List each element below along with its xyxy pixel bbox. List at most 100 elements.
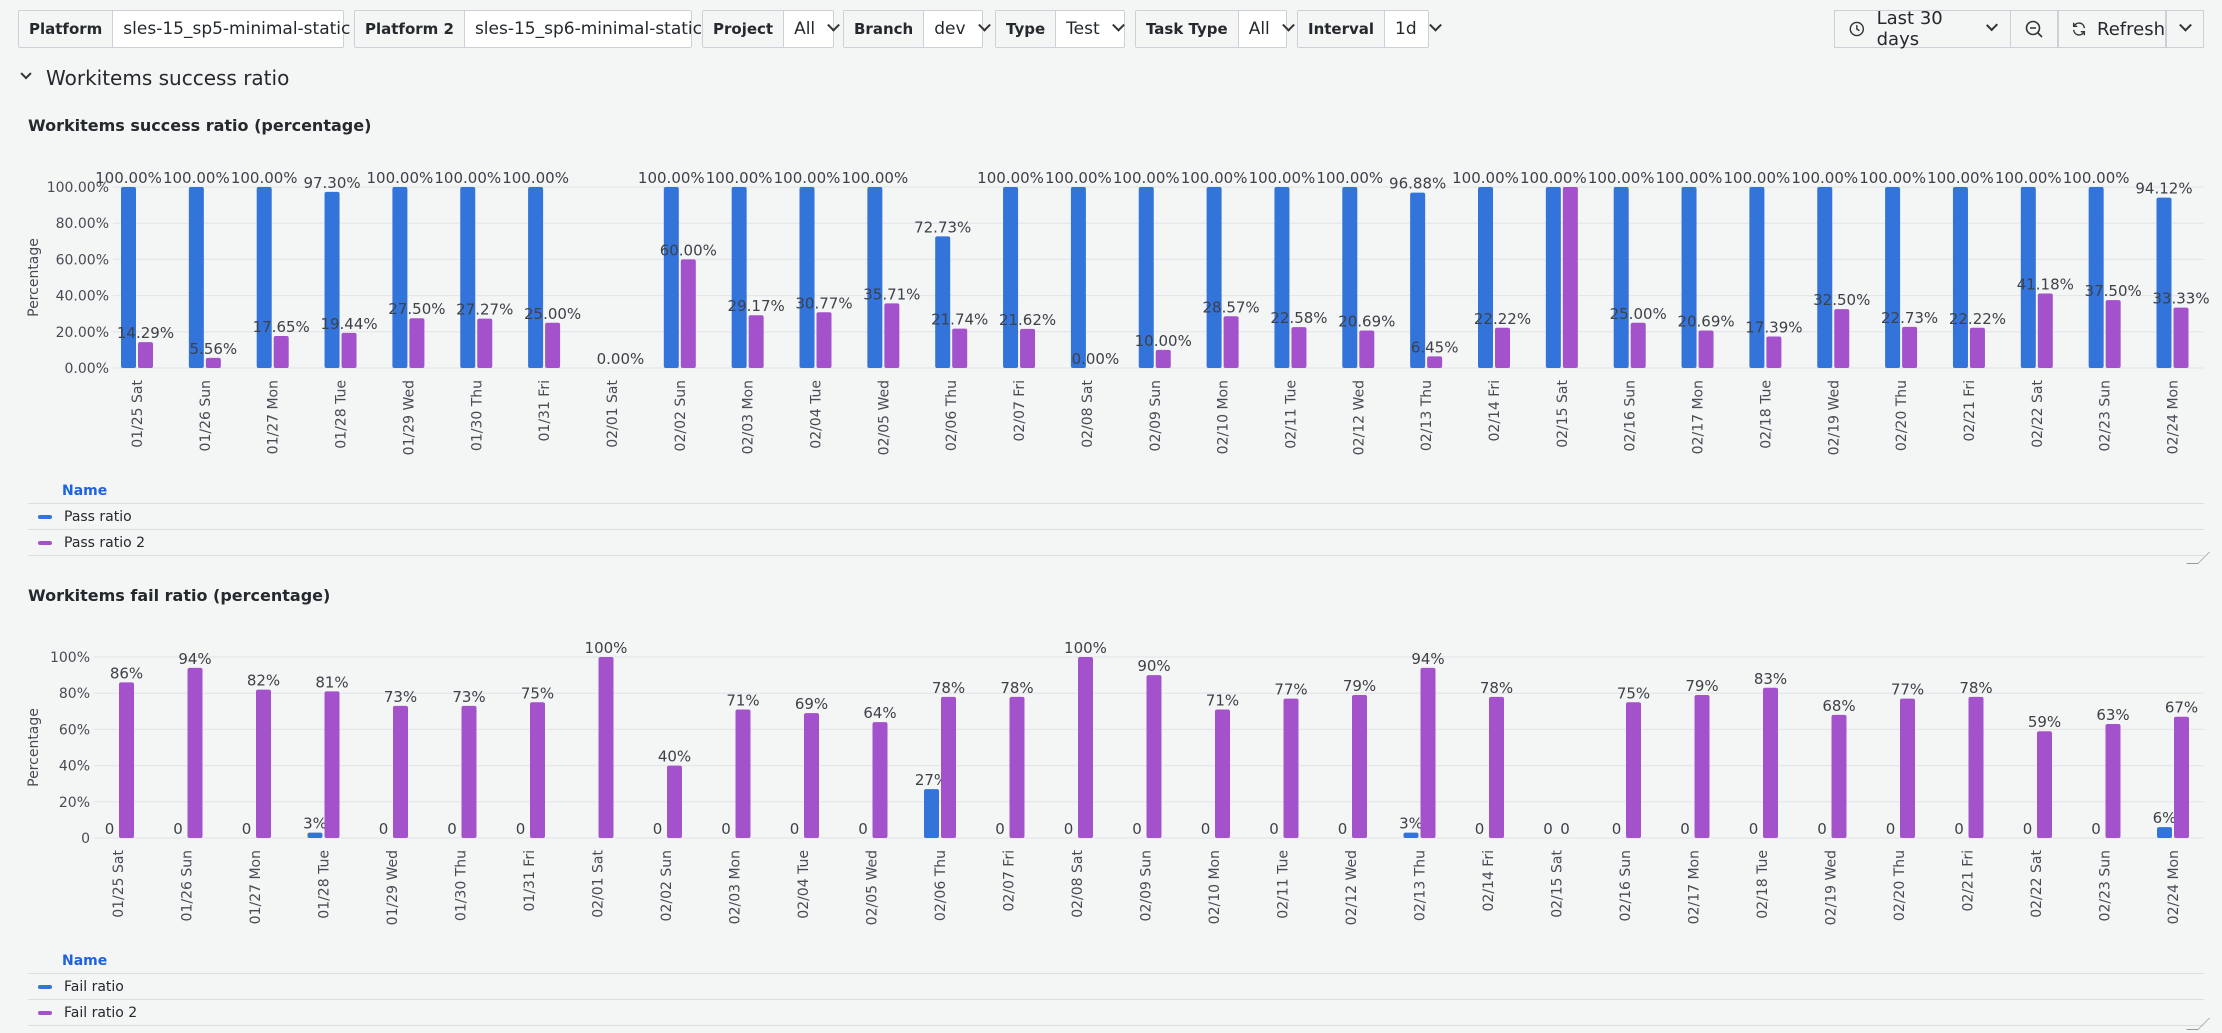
type-variable[interactable]: Type Test xyxy=(995,10,1125,48)
task-type-variable[interactable]: Task Type All xyxy=(1135,10,1295,48)
data-label: 0 xyxy=(1132,820,1142,838)
legend-item-fail-ratio-2[interactable]: Fail ratio 2 xyxy=(28,1000,2204,1026)
data-label: 100.00% xyxy=(1181,169,1248,187)
bar-pass-ratio xyxy=(1885,187,1901,368)
bar-pass-ratio-2 xyxy=(2173,307,2189,368)
legend-header[interactable]: Name xyxy=(28,948,2204,974)
type-select[interactable]: Test xyxy=(1056,11,1132,47)
bar-pass-ratio xyxy=(1952,187,1968,368)
legend-item-fail-ratio[interactable]: Fail ratio xyxy=(28,974,2204,1000)
platform-select[interactable]: sles-15_sp5-minimal-static xyxy=(113,11,383,47)
data-label: 100% xyxy=(585,639,628,657)
task-type-label: Task Type xyxy=(1136,11,1239,47)
data-label: 100.00% xyxy=(638,169,705,187)
data-label: 29.17% xyxy=(728,297,785,315)
bar-fail-ratio-2 xyxy=(324,691,340,838)
data-label: 96.88% xyxy=(1389,175,1446,193)
data-label: 100.00% xyxy=(434,169,501,187)
data-label: 97.30% xyxy=(303,174,360,192)
x-tick-label: 02/03 Mon xyxy=(741,380,757,454)
bar-pass-ratio xyxy=(1613,187,1629,368)
bar-pass-ratio xyxy=(392,187,408,368)
data-label: 0 xyxy=(2023,820,2033,838)
data-label: 0 xyxy=(1680,820,1690,838)
bar-fail-ratio-2 xyxy=(1489,696,1504,838)
data-label: 77% xyxy=(1891,681,1924,699)
data-label: 94.12% xyxy=(2135,180,2192,198)
legend-item-pass-ratio-2[interactable]: Pass ratio 2 xyxy=(28,530,2204,556)
data-label: 19.44% xyxy=(320,315,377,333)
data-label: 33.33% xyxy=(2152,290,2209,308)
data-label: 100.00% xyxy=(1452,169,1519,187)
data-label: 0 xyxy=(379,820,389,838)
bar-fail-ratio-2 xyxy=(1009,696,1025,838)
bar-pass-ratio-2 xyxy=(138,342,153,368)
branch-variable[interactable]: Branch dev xyxy=(843,10,991,48)
x-tick-label: 02/16 Sun xyxy=(1623,380,1639,451)
x-tick-label: 02/13 Thu xyxy=(1419,380,1435,451)
data-label: 100.00% xyxy=(502,169,569,187)
x-tick-label: 02/20 Thu xyxy=(1892,850,1908,921)
bar-fail-ratio-2 xyxy=(1283,698,1299,838)
bar-fail-ratio-2 xyxy=(119,682,134,838)
bar-fail-ratio-2 xyxy=(187,667,203,838)
data-label: 100.00% xyxy=(1316,169,1383,187)
x-tick-label: 01/27 Mon xyxy=(248,850,264,924)
refresh-button[interactable]: Refresh xyxy=(2058,10,2166,48)
bar-fail-ratio xyxy=(307,832,323,838)
bar-pass-ratio-2 xyxy=(1834,309,1850,368)
bar-fail-ratio-2 xyxy=(1968,696,1984,838)
data-label: 22.58% xyxy=(1270,309,1327,327)
bar-pass-ratio xyxy=(1206,187,1222,368)
platform-variable[interactable]: Platform sles-15_sp5-minimal-static xyxy=(18,10,376,48)
data-label: 22.22% xyxy=(1949,310,2006,328)
bar-fail-ratio-2 xyxy=(1420,667,1436,838)
legend-item-pass-ratio[interactable]: Pass ratio xyxy=(28,504,2204,530)
bar-pass-ratio-2 xyxy=(1495,327,1510,368)
x-tick-label: 01/30 Thu xyxy=(454,850,470,921)
x-tick-label: 02/22 Sat xyxy=(2029,850,2045,918)
interval-variable[interactable]: Interval 1d xyxy=(1297,10,1442,48)
bar-pass-ratio-2 xyxy=(1766,336,1782,368)
data-label: 28.57% xyxy=(1202,298,1259,316)
bar-pass-ratio xyxy=(528,187,544,368)
data-label: 64% xyxy=(863,704,896,722)
collapse-chevron-icon[interactable] xyxy=(20,68,32,80)
branch-select[interactable]: dev xyxy=(924,11,998,47)
y-tick-label: 100.00% xyxy=(47,180,109,196)
zoom-out-button[interactable] xyxy=(2010,10,2058,48)
platform2-select[interactable]: sles-15_sp6-minimal-static xyxy=(465,11,735,47)
project-select[interactable]: All xyxy=(784,11,848,47)
data-label: 100.00% xyxy=(163,169,230,187)
data-label: 10.00% xyxy=(1135,332,1192,350)
legend-header[interactable]: Name xyxy=(28,478,2204,504)
data-label: 40% xyxy=(658,748,691,766)
time-range-picker[interactable]: Last 30 days xyxy=(1834,8,2011,50)
interval-select[interactable]: 1d xyxy=(1385,11,1450,47)
data-label: 67% xyxy=(2165,699,2198,717)
x-tick-label: 02/19 Wed xyxy=(1826,380,1842,455)
data-label: 82% xyxy=(247,672,280,690)
bar-fail-ratio xyxy=(924,789,939,838)
data-label: 22.22% xyxy=(1474,310,1531,328)
project-variable[interactable]: Project All xyxy=(702,10,841,48)
time-range-button[interactable]: Last 30 days xyxy=(1835,8,2010,50)
platform2-variable[interactable]: Platform 2 sles-15_sp6-minimal-static xyxy=(354,10,727,48)
task-type-select[interactable]: All xyxy=(1239,11,1303,47)
fail-panel-title: Workitems fail ratio (percentage) xyxy=(28,586,331,605)
bar-fail-ratio-2 xyxy=(1900,698,1915,838)
data-label: 0 xyxy=(1749,820,1759,838)
refresh-interval-dropdown[interactable] xyxy=(2166,10,2204,48)
bar-pass-ratio-2 xyxy=(545,322,561,368)
row-header[interactable]: Workitems success ratio xyxy=(20,66,289,90)
data-label: 0 xyxy=(1817,820,1827,838)
bar-pass-ratio xyxy=(1070,187,1086,368)
data-label: 100.00% xyxy=(1859,169,1926,187)
x-tick-label: 02/09 Sun xyxy=(1148,380,1164,451)
bar-pass-ratio-2 xyxy=(2105,300,2121,368)
data-label: 100.00% xyxy=(1588,169,1655,187)
data-label: 100.00% xyxy=(95,169,162,187)
bar-fail-ratio-2 xyxy=(256,689,271,838)
time-range-label: Last 30 days xyxy=(1876,8,1943,50)
bar-pass-ratio xyxy=(1410,192,1426,368)
